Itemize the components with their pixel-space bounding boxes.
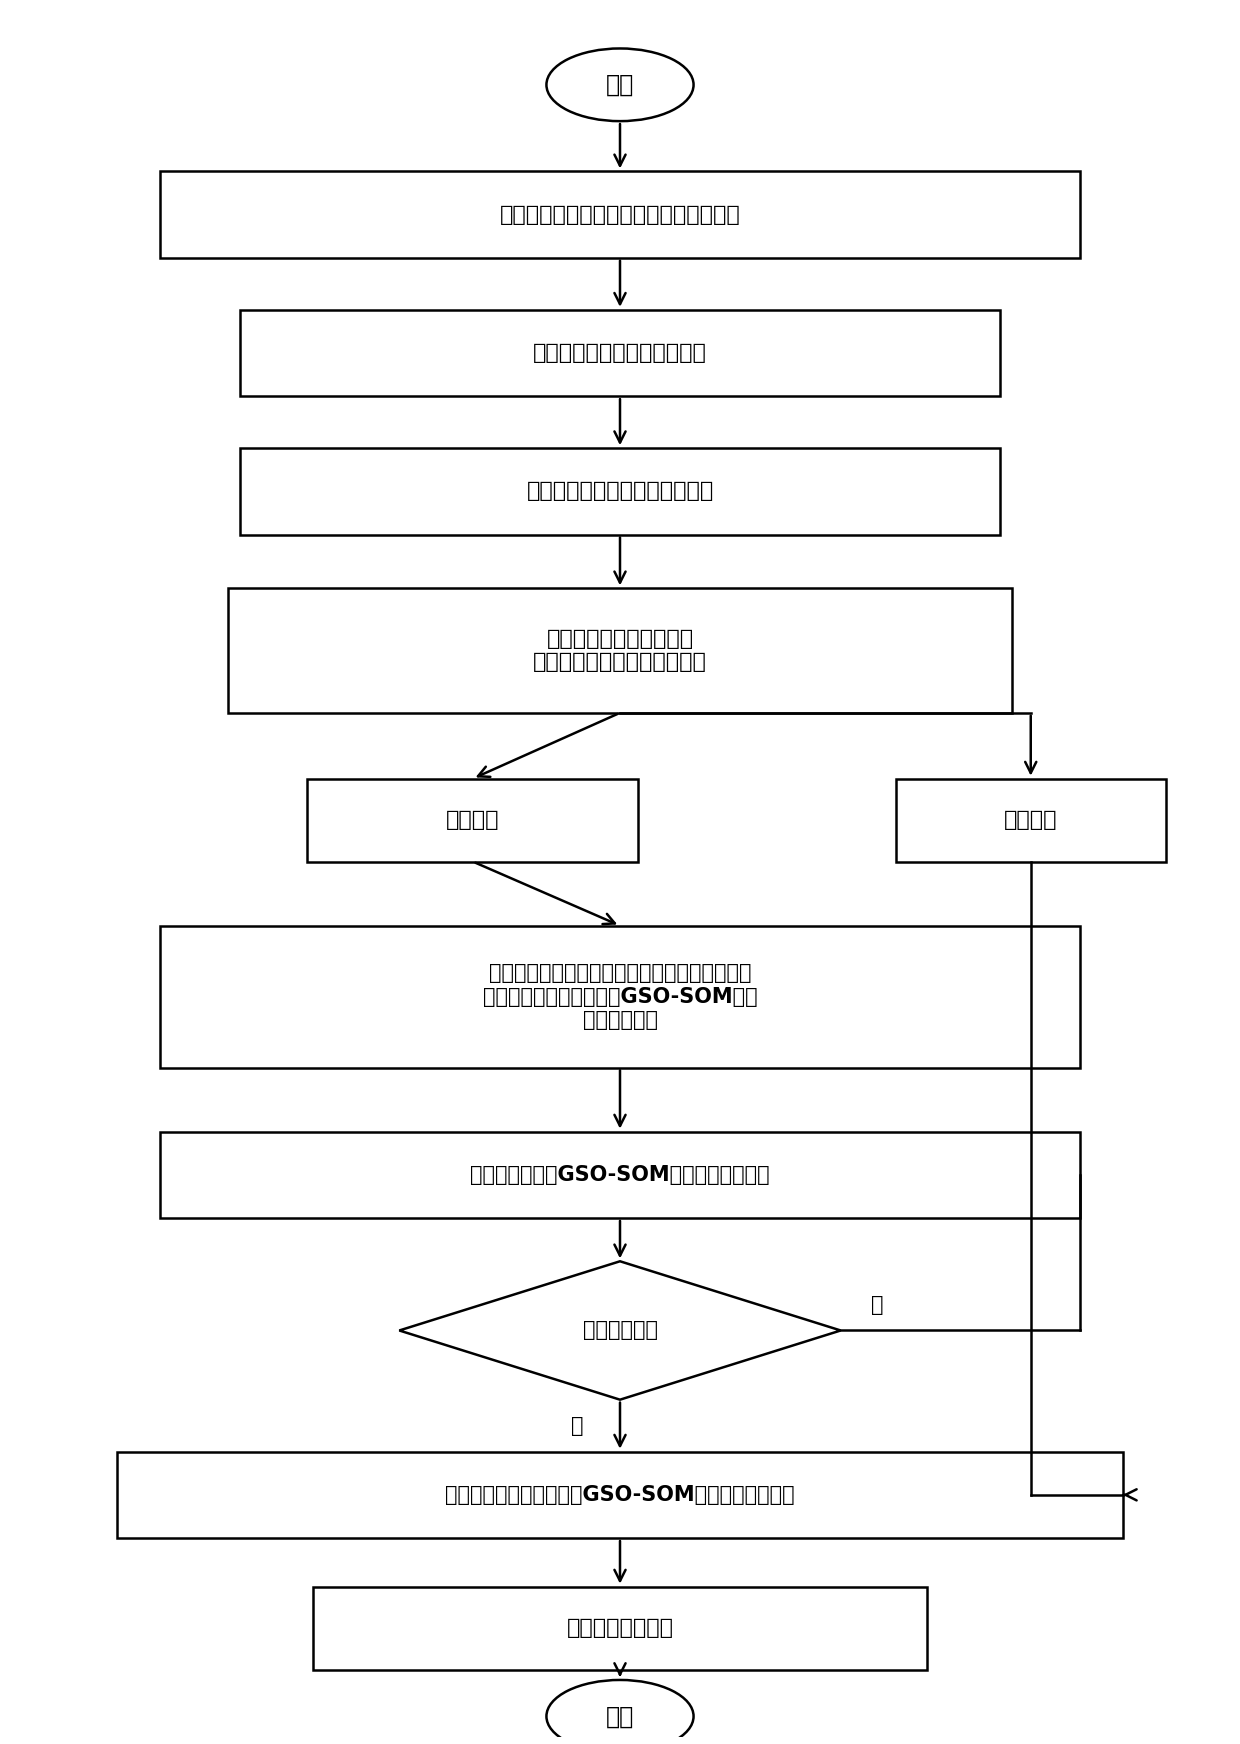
Bar bbox=[228, 588, 1012, 713]
Text: 结束: 结束 bbox=[606, 1704, 634, 1728]
Bar bbox=[308, 778, 639, 862]
Bar bbox=[118, 1451, 1122, 1538]
Bar bbox=[160, 171, 1080, 258]
Text: 将模态参数数据预处理，
得到各故障类型下的特征向量: 将模态参数数据预处理， 得到各故障类型下的特征向量 bbox=[533, 630, 707, 671]
Text: 将训练样本作为输入，变压器绕组的故障类型作
为输出，建立变压器绕组GSO-SOM网络
故障诊断模型: 将训练样本作为输入，变压器绕组的故障类型作 为输出，建立变压器绕组GSO-SOM… bbox=[482, 963, 758, 1029]
Bar bbox=[160, 926, 1080, 1067]
Text: 测试样本: 测试样本 bbox=[1004, 811, 1058, 830]
Text: 满足终止条件: 满足终止条件 bbox=[583, 1320, 657, 1341]
Text: 获取变压器绕组不同故障类型的振动信号: 获取变压器绕组不同故障类型的振动信号 bbox=[500, 204, 740, 225]
Bar bbox=[314, 1587, 926, 1669]
Text: 获得表征各故障类型的模态参数: 获得表征各故障类型的模态参数 bbox=[526, 481, 714, 501]
Bar bbox=[239, 448, 1001, 535]
Text: 得到训练好的变压器绕组GSO-SOM网络故障诊断模型: 得到训练好的变压器绕组GSO-SOM网络故障诊断模型 bbox=[445, 1484, 795, 1505]
Text: 是: 是 bbox=[570, 1416, 583, 1435]
Text: 输出故障诊断结果: 输出故障诊断结果 bbox=[567, 1618, 673, 1638]
Bar bbox=[895, 778, 1166, 862]
Text: 训练样本: 训练样本 bbox=[446, 811, 500, 830]
Bar bbox=[160, 1132, 1080, 1217]
Text: 否: 否 bbox=[872, 1294, 884, 1315]
Text: 开始: 开始 bbox=[606, 73, 634, 98]
Text: 训练变压器绕组GSO-SOM网络故障诊断模型: 训练变压器绕组GSO-SOM网络故障诊断模型 bbox=[470, 1165, 770, 1184]
Bar bbox=[239, 310, 1001, 396]
Text: 将振动信号进行原子稀疏分解: 将振动信号进行原子稀疏分解 bbox=[533, 344, 707, 363]
